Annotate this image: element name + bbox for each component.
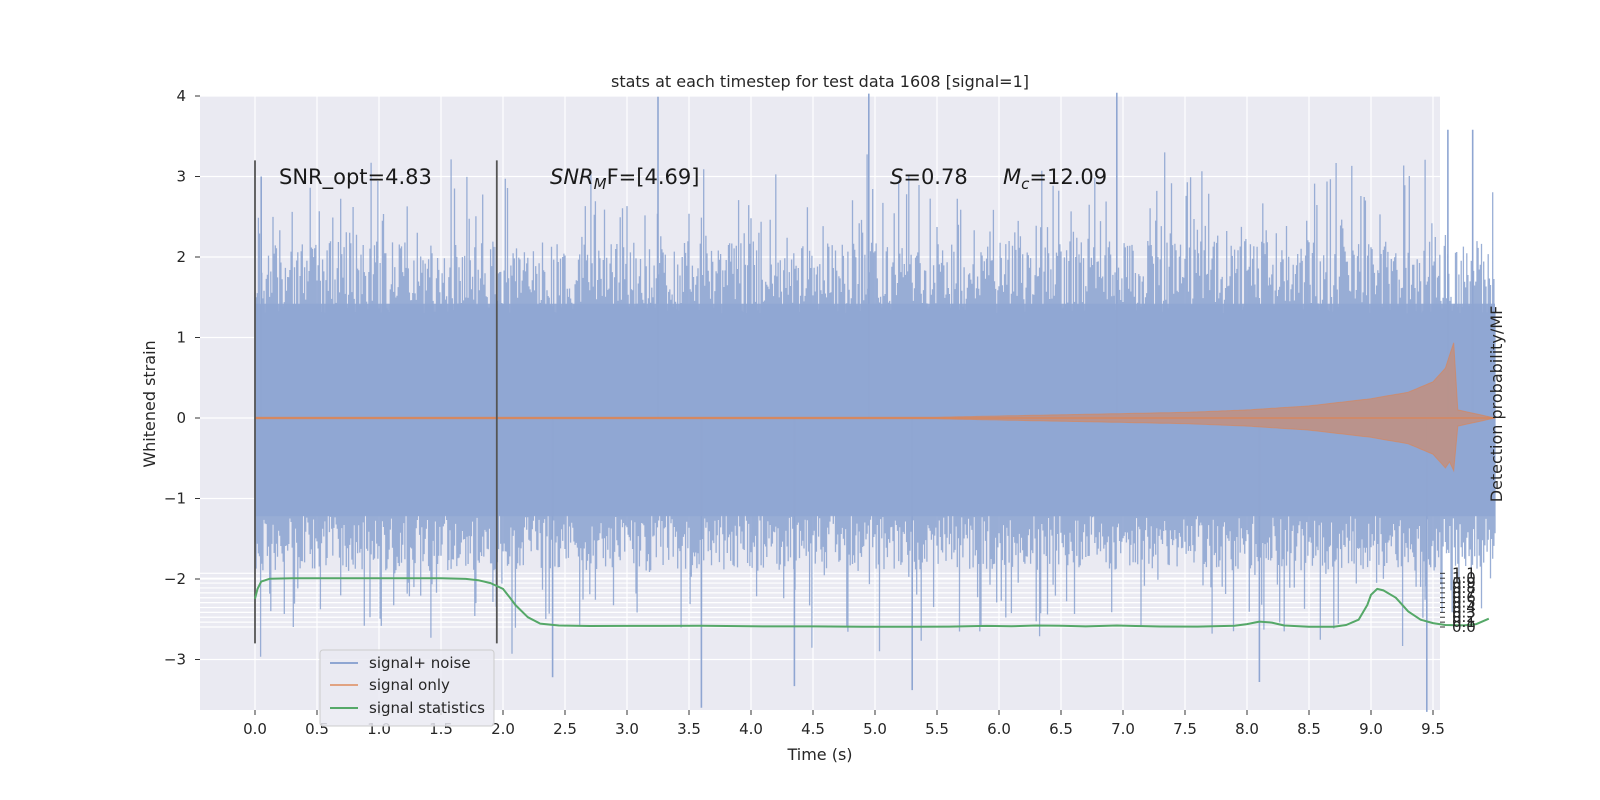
x-tick-label: 5.5: [925, 720, 949, 738]
y-right-tick-label: 1.0: [1452, 569, 1476, 587]
y-axis-right-label: Detection probability/MF: [1487, 306, 1506, 503]
x-tick-label: 3.0: [615, 720, 639, 738]
y-tick-label: 2: [176, 248, 186, 266]
annotation-mc-symbol: M: [1003, 165, 1021, 189]
y-right-tick-label: 0.2: [1452, 608, 1476, 626]
x-tick-label: 8.0: [1235, 720, 1259, 738]
x-tick-label: 5.0: [863, 720, 887, 738]
x-tick-label: 3.5: [677, 720, 701, 738]
x-tick-label: 4.0: [739, 720, 763, 738]
annotation-mc: Mc=12.09: [1003, 165, 1107, 193]
annotation-snr-mf-subscript: M: [594, 175, 607, 193]
annotation-mc-subscript: c: [1021, 175, 1030, 193]
stats-line: [254, 577, 1490, 628]
axis-ticks: 0.0 0.5 1.0 1.5 2.0 2.5 3.0 3.5 4.0 4.5 5.0 5.5 6.0 6…: [164, 87, 1476, 738]
x-tick-label: 6.5: [1049, 720, 1073, 738]
x-tick-label: 6.0: [987, 720, 1011, 738]
y-tick-label: −3: [164, 651, 186, 669]
annotation-snr-mf-prefix: SNR: [550, 165, 594, 189]
y-tick-label: 4: [176, 87, 186, 105]
y-right-tick-label: 0.6: [1452, 589, 1476, 607]
annotation-s-value: =0.78: [903, 165, 967, 189]
y-right-tick-label: 0.1: [1452, 613, 1476, 631]
y-tick-label: −1: [164, 490, 186, 508]
legend-box: [319, 649, 495, 727]
y-tick-label: 1: [176, 329, 186, 347]
y-right-tick-label: 0.8: [1452, 579, 1476, 597]
x-tick-label: 9.0: [1359, 720, 1383, 738]
y-right-tick-label: 1.1: [1452, 564, 1476, 582]
x-tick-label: 9.5: [1421, 720, 1445, 738]
y-right-tick-label: 0.3: [1452, 603, 1476, 621]
y-right-tick-label: 0.5: [1452, 594, 1476, 612]
legend-label-signal-noise: signal+ noise: [369, 654, 471, 672]
x-tick-label: 2.0: [491, 720, 515, 738]
y-tick-label: −2: [164, 570, 186, 588]
y-tick-label: 0: [176, 409, 186, 427]
x-tick-label: 7.5: [1173, 720, 1197, 738]
y-right-tick-label: 0.4: [1452, 598, 1476, 616]
series-signal-only: [254, 342, 1496, 473]
series-signal-statistics: [254, 577, 1490, 628]
x-tick-label: 8.5: [1297, 720, 1321, 738]
annotation-mc-value: =12.09: [1029, 165, 1107, 189]
x-tick-label: 0.0: [243, 720, 267, 738]
vertical-markers: [254, 160, 498, 644]
annotation-snr-opt: SNR_opt=4.83: [279, 165, 432, 190]
x-tick-label: 4.5: [801, 720, 825, 738]
legend-label-signal-statistics: signal statistics: [369, 699, 485, 717]
legend-label-signal-only: signal only: [369, 676, 450, 694]
legend: signal+ noise signal only signal statist…: [319, 649, 495, 727]
y-tick-label: 3: [176, 168, 186, 186]
x-tick-label: 7.0: [1111, 720, 1135, 738]
chart-title: stats at each timestep for test data 160…: [611, 72, 1029, 91]
x-tick-label: 2.5: [553, 720, 577, 738]
y-right-tick-label: 0.0: [1452, 618, 1476, 636]
x-axis-label: Time (s): [786, 745, 852, 764]
annotation-s: S=0.78: [890, 165, 968, 189]
y-right-tick-label: 0.7: [1452, 584, 1476, 602]
y-right-tick-label: 0.9: [1452, 574, 1476, 592]
annotation-s-symbol: S: [890, 165, 903, 189]
annotation-snr-mf-value: F=[4.69]: [607, 165, 700, 189]
annotation-snr-mf: SNRMF=[4.69]: [550, 165, 699, 193]
y-axis-label: Whitened strain: [140, 340, 159, 467]
